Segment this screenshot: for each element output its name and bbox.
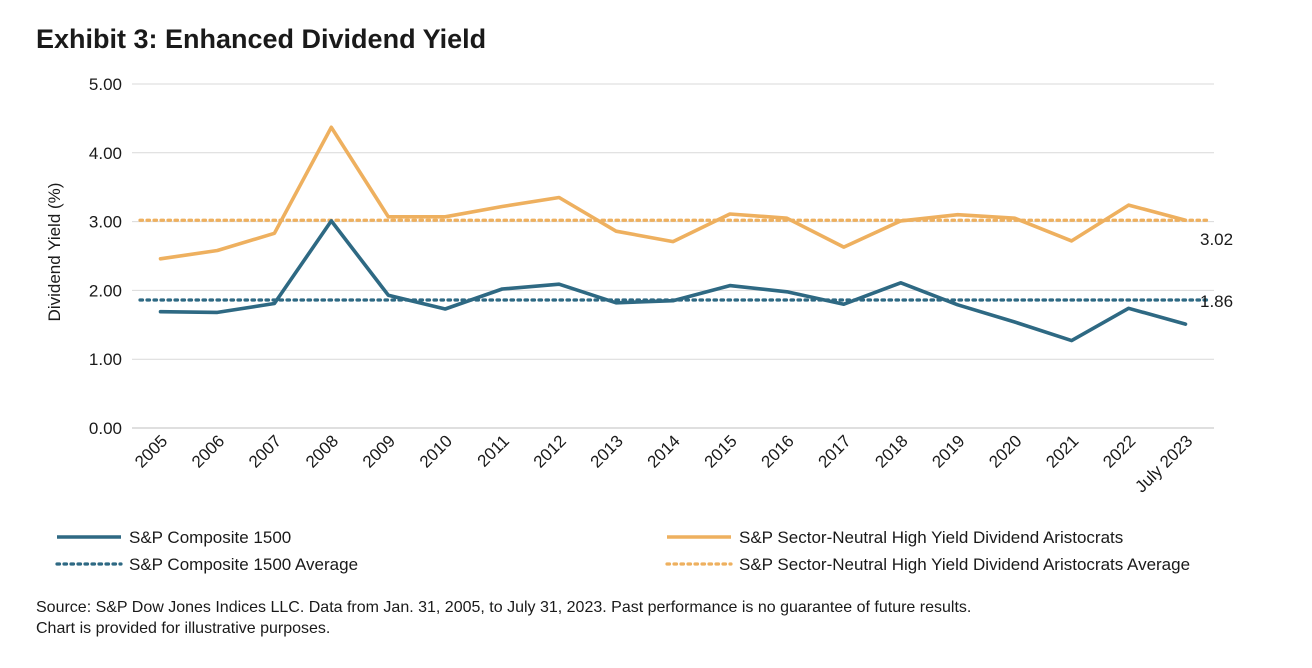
- average-value-label: 3.02: [1200, 230, 1233, 249]
- x-tick-label: 2015: [701, 431, 741, 471]
- series-line-s-p-composite-1500: [158, 219, 1188, 343]
- source-line-1: Source: S&P Dow Jones Indices LLC. Data …: [36, 599, 972, 616]
- x-tick-label: 2005: [131, 431, 171, 471]
- y-axis-ticks: 0.00 1.00 2.00 3.00 4.00 5.00: [89, 75, 122, 438]
- legend-label: S&P Composite 1500: [129, 528, 291, 547]
- x-tick-label: 2006: [188, 431, 228, 471]
- series-line-s-p-sector-neutral-high-yield-dividend-aristocrats: [158, 125, 1188, 261]
- y-tick-label: 3.00: [89, 213, 122, 232]
- chart-title: Exhibit 3: Enhanced Dividend Yield: [36, 24, 487, 54]
- dividend-yield-chart: 0.001.002.003.004.005.00 2005 2006 2007 200…: [45, 75, 1233, 574]
- x-tick-label: 2008: [302, 431, 342, 471]
- x-tick-label: 2011: [474, 431, 513, 470]
- x-tick-label: 2013: [587, 431, 627, 471]
- x-tick-label: 2007: [245, 431, 285, 471]
- x-tick-label: 2017: [814, 431, 854, 471]
- x-axis-ticks: 2005 2006 2007 2008 2009 2010 2011 2012 2013 2014…: [131, 431, 1196, 496]
- legend: S&P Composite 1500 S&P Sector-Neutral Hig…: [55, 528, 1190, 574]
- x-tick-label: 2009: [359, 431, 399, 471]
- y-tick-label: 1.00: [89, 350, 122, 369]
- legend-label: S&P Sector-Neutral High Yield Dividend A…: [739, 555, 1190, 574]
- x-tick-label: 2019: [928, 431, 968, 471]
- gridlines: [132, 83, 1214, 429]
- y-tick-label: 4.00: [89, 144, 122, 163]
- x-tick-label: 2022: [1099, 431, 1139, 471]
- x-tick-label: 2016: [758, 431, 798, 471]
- legend-label: S&P Sector-Neutral High Yield Dividend A…: [739, 528, 1123, 547]
- y-tick-label: 2.00: [89, 281, 122, 300]
- x-tick-label: 2018: [871, 431, 911, 471]
- legend-label: S&P Composite 1500 Average: [129, 555, 358, 574]
- x-tick-label: July 2023: [1131, 431, 1196, 496]
- series-lines: [138, 125, 1212, 343]
- average-annotations: 3.02 1.86: [1200, 230, 1233, 311]
- source-note: Source: S&P Dow Jones Indices LLC. Data …: [36, 597, 1276, 639]
- x-tick-label: 2012: [530, 431, 570, 471]
- x-tick-label: 2020: [985, 431, 1025, 471]
- y-axis-label: Dividend Yield (%): [45, 183, 64, 322]
- y-tick-label: 0.00: [89, 419, 122, 438]
- x-tick-label: 2014: [644, 431, 684, 471]
- x-tick-label: 2010: [416, 431, 456, 471]
- x-tick-label: 2021: [1042, 431, 1082, 471]
- y-tick-label: 5.00: [89, 75, 122, 94]
- source-line-2: Chart is provided for illustrative purpo…: [36, 620, 331, 637]
- average-value-label: 1.86: [1200, 292, 1233, 311]
